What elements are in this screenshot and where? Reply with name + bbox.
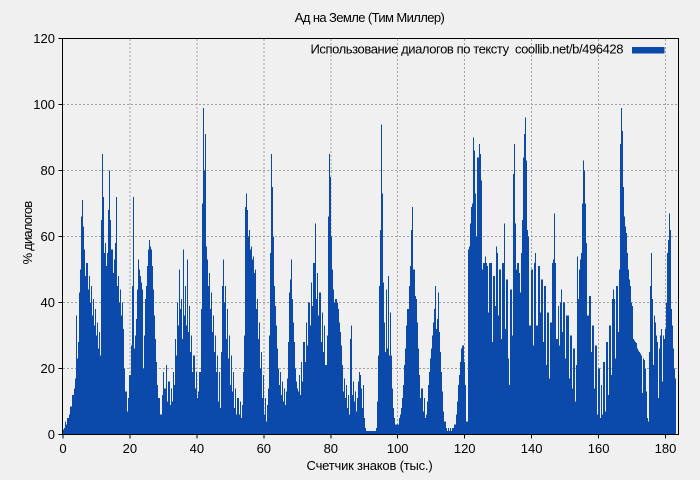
svg-text:80: 80 [41,163,55,178]
svg-text:40: 40 [41,295,55,310]
svg-text:20: 20 [41,361,55,376]
svg-text:0: 0 [59,441,66,456]
svg-text:% диалогов: % диалогов [20,201,35,265]
svg-text:100: 100 [387,441,409,456]
svg-text:100: 100 [33,97,55,112]
svg-text:140: 140 [521,441,543,456]
svg-text:120: 120 [454,441,476,456]
svg-text:Использование диалогов по текс: Использование диалогов по тексту coollib… [310,42,623,57]
svg-text:40: 40 [190,441,204,456]
svg-text:160: 160 [588,441,610,456]
svg-text:80: 80 [324,441,338,456]
svg-text:Ад на Земле (Тим Миллер): Ад на Земле (Тим Миллер) [295,10,445,25]
svg-text:0: 0 [48,427,55,442]
svg-text:20: 20 [123,441,137,456]
svg-text:60: 60 [41,229,55,244]
svg-text:Счетчик знаков (тыс.): Счетчик знаков (тыс.) [307,458,433,473]
svg-text:120: 120 [33,31,55,46]
svg-text:180: 180 [655,441,677,456]
svg-text:60: 60 [257,441,271,456]
